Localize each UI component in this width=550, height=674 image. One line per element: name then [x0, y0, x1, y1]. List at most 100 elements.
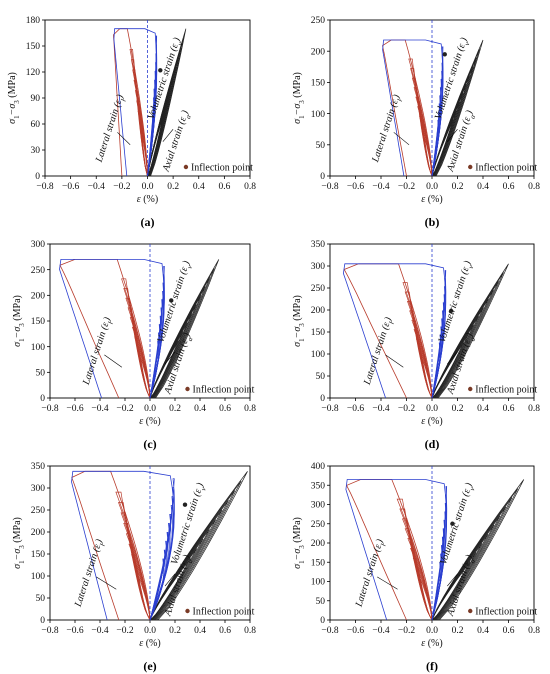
- y-tick-label: 50: [316, 597, 326, 607]
- x-tick-label: −0.4: [88, 182, 105, 192]
- y-tick-label: 350: [311, 240, 326, 250]
- x-tick-label: −0.6: [347, 182, 364, 192]
- y-tick-label: 300: [31, 240, 46, 250]
- inflection-legend-label: Inflection point: [193, 385, 255, 396]
- y-tick-label: 50: [316, 141, 326, 151]
- axial-leader-line: [447, 129, 458, 142]
- axial-strain-curve: [147, 28, 187, 177]
- inflection-legend-label: Inflection point: [191, 163, 253, 174]
- lateral-leader-line: [377, 576, 398, 590]
- y-tick-label: 0: [40, 616, 45, 626]
- y-axis-title: σ1−σ3 (MPa): [12, 295, 26, 347]
- x-tick-label: 0.8: [244, 404, 256, 414]
- axial-strain-curve: [149, 259, 220, 399]
- inflection-legend-dot: [468, 386, 473, 392]
- y-tick-label: 120: [26, 68, 41, 78]
- x-tick-label: −0.8: [321, 182, 338, 192]
- x-tick-label: 0.8: [528, 404, 540, 414]
- lateral-leader-line: [104, 354, 123, 368]
- x-tick-label: −0.2: [116, 626, 133, 636]
- y-tick-label: 200: [31, 292, 46, 302]
- volumetric-strain-curve: [431, 486, 448, 621]
- y-tick-label: 250: [311, 520, 326, 530]
- y-tick-label: 50: [316, 372, 326, 382]
- inflection-point-marker: [158, 68, 163, 73]
- axial-leader-line: [164, 351, 176, 365]
- x-tick-label: −0.4: [91, 626, 108, 636]
- axial-leader-line: [447, 573, 458, 587]
- x-tick-label: 0.0: [144, 404, 156, 414]
- x-tick-label: −0.8: [321, 404, 338, 414]
- y-tick-label: 200: [311, 539, 326, 549]
- x-tick-label: −0.4: [372, 626, 389, 636]
- panel-label: (e): [143, 659, 156, 673]
- y-tick-label: 250: [311, 284, 326, 294]
- volumetric-strain-curve: [149, 265, 165, 399]
- x-tick-label: 0.4: [194, 626, 206, 636]
- inflection-legend-label: Inflection point: [193, 607, 255, 618]
- y-tick-label: 150: [31, 550, 46, 560]
- y-tick-label: 100: [311, 350, 326, 360]
- axial-strain-curve: [431, 263, 509, 399]
- y-tick-label: 50: [36, 594, 46, 604]
- x-tick-label: 0.0: [426, 182, 438, 192]
- x-tick-label: 0.2: [452, 626, 464, 636]
- inflection-point-marker: [169, 298, 174, 303]
- x-tick-label: 0.0: [142, 182, 154, 192]
- panel-label: (b): [425, 215, 440, 229]
- volumetric-strain-envelope: [342, 263, 447, 399]
- chart-panel-6: −0.8 −0.6 −0.4 −0.2 0.0 0.2 0.4 0.6 0.8 0 50 100 150…: [292, 462, 540, 673]
- x-tick-label: 0.0: [426, 404, 438, 414]
- x-tick-label: 0.6: [503, 404, 515, 414]
- x-axis-title: ε (%): [139, 416, 160, 427]
- inflection-legend-dot: [183, 164, 189, 170]
- lateral-leader-line: [96, 576, 117, 590]
- chart-panel-4: −0.8 −0.6 −0.4 −0.2 0.0 0.2 0.4 0.6 0.8 0 50 100 150…: [292, 240, 540, 451]
- lateral-strain-label: Lateral strain (εl): [81, 315, 117, 388]
- y-tick-label: 150: [26, 42, 41, 52]
- y-tick-label: 350: [31, 462, 46, 472]
- x-tick-label: 0.4: [194, 404, 206, 414]
- inflection-legend-label: Inflection point: [475, 385, 537, 396]
- lateral-strain-label: Lateral strain (εl): [362, 315, 398, 388]
- y-tick-label: 0: [320, 394, 325, 404]
- x-tick-label: −0.2: [113, 182, 130, 192]
- x-axis-title: ε (%): [421, 194, 442, 205]
- y-tick-label: 90: [31, 94, 41, 104]
- inflection-point-marker: [450, 521, 455, 526]
- x-tick-label: −0.2: [398, 182, 415, 192]
- y-tick-label: 0: [40, 394, 45, 404]
- y-tick-label: 100: [311, 110, 326, 120]
- lateral-strain-label: Lateral strain (εl): [93, 93, 129, 166]
- x-tick-label: 0.6: [219, 626, 231, 636]
- x-tick-label: 0.6: [503, 182, 515, 192]
- lateral-leader-line: [393, 132, 410, 146]
- lateral-strain-label: Lateral strain (εl): [72, 537, 108, 610]
- volumetric-strain-envelope: [382, 39, 444, 177]
- x-tick-label: −0.6: [66, 404, 83, 414]
- volumetric-strain-envelope: [345, 479, 448, 621]
- x-tick-label: 0.2: [169, 404, 181, 414]
- axial-leader-line: [447, 351, 458, 365]
- inflection-legend-dot: [185, 608, 190, 614]
- inflection-legend-dot: [468, 164, 473, 170]
- x-tick-label: 0.2: [169, 626, 181, 636]
- volumetric-strain-envelope: [59, 259, 165, 399]
- y-tick-label: 250: [311, 16, 326, 26]
- x-tick-label: 0.8: [244, 182, 256, 192]
- axial-strain-curve: [431, 39, 484, 177]
- panel-label: (d): [425, 437, 440, 451]
- volumetric-strain-curve: [431, 270, 447, 399]
- y-axis-title: σ1−σ3 (MPa): [7, 72, 21, 124]
- x-axis-title: ε (%): [421, 416, 442, 427]
- y-tick-label: 200: [311, 47, 326, 57]
- x-axis-title: ε (%): [137, 194, 158, 205]
- inflection-point-marker: [442, 52, 447, 57]
- x-tick-label: 0.4: [193, 182, 205, 192]
- y-tick-label: 0: [320, 616, 325, 626]
- y-tick-label: 180: [26, 16, 41, 26]
- x-tick-label: −0.6: [347, 626, 364, 636]
- x-axis-title: ε (%): [139, 638, 160, 649]
- x-tick-label: 0.4: [477, 626, 489, 636]
- x-tick-label: −0.8: [41, 404, 58, 414]
